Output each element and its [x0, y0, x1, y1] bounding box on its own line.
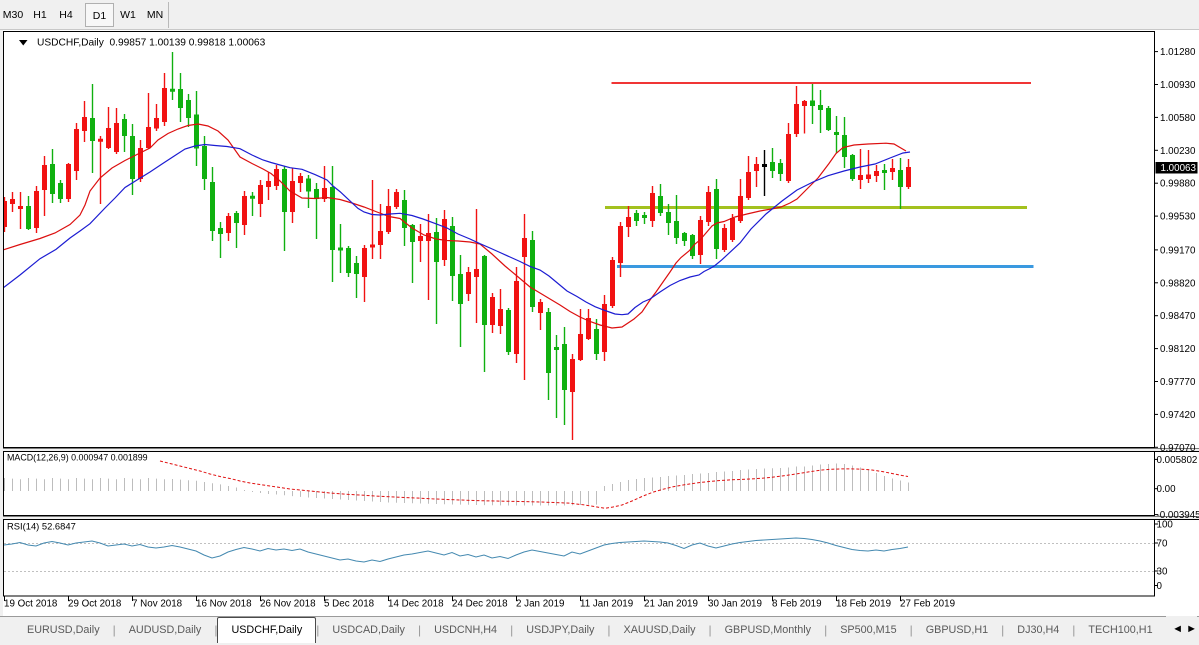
svg-text:30 Jan 2019: 30 Jan 2019	[708, 599, 762, 610]
svg-text:MACD(12,26,9) 0.000947 0.00189: MACD(12,26,9) 0.000947 0.001899	[7, 453, 148, 463]
svg-text:0.97070: 0.97070	[1160, 443, 1196, 454]
svg-text:0.005802: 0.005802	[1157, 455, 1198, 466]
svg-text:8 Feb 2019: 8 Feb 2019	[772, 599, 822, 610]
svg-text:1.01280: 1.01280	[1160, 47, 1196, 58]
svg-text:0.99170: 0.99170	[1160, 245, 1196, 256]
svg-text:0.98470: 0.98470	[1160, 311, 1196, 322]
svg-text:0.98820: 0.98820	[1160, 278, 1196, 289]
svg-text:26 Nov 2018: 26 Nov 2018	[260, 599, 316, 610]
svg-text:0.99530: 0.99530	[1160, 212, 1196, 223]
svg-text:5 Dec 2018: 5 Dec 2018	[324, 599, 375, 610]
svg-text:1.00230: 1.00230	[1160, 146, 1196, 157]
svg-text:2 Jan 2019: 2 Jan 2019	[516, 599, 564, 610]
svg-text:21 Jan 2019: 21 Jan 2019	[644, 599, 698, 610]
svg-text:16 Nov 2018: 16 Nov 2018	[196, 599, 252, 610]
svg-text:100: 100	[1157, 520, 1174, 531]
svg-text:0.98120: 0.98120	[1160, 344, 1196, 355]
svg-text:70: 70	[1157, 539, 1168, 550]
svg-text:29 Oct 2018: 29 Oct 2018	[68, 599, 122, 610]
svg-text:1.00580: 1.00580	[1160, 113, 1196, 124]
svg-text:11 Jan 2019: 11 Jan 2019	[580, 599, 633, 610]
svg-text:27 Feb 2019: 27 Feb 2019	[900, 599, 955, 610]
svg-text:USDCHF,Daily 0.99857 1.00139: USDCHF,Daily 0.99857 1.00139 0.99818 1.0…	[37, 38, 266, 49]
svg-text:-0.003945: -0.003945	[1157, 510, 1199, 521]
svg-text:0.97770: 0.97770	[1160, 377, 1196, 388]
svg-text:1.00063: 1.00063	[1161, 163, 1197, 174]
svg-text:18 Feb 2019: 18 Feb 2019	[836, 599, 891, 610]
svg-text:24 Dec 2018: 24 Dec 2018	[452, 599, 508, 610]
svg-text:19 Oct 2018: 19 Oct 2018	[4, 599, 58, 610]
svg-text:RSI(14) 52.6847: RSI(14) 52.6847	[7, 521, 76, 532]
svg-text:0.99880: 0.99880	[1160, 179, 1196, 190]
svg-text:0: 0	[1157, 581, 1163, 592]
svg-text:0.00: 0.00	[1157, 484, 1177, 495]
svg-text:7 Nov 2018: 7 Nov 2018	[132, 599, 183, 610]
svg-text:14 Dec 2018: 14 Dec 2018	[388, 599, 444, 610]
svg-text:1.00930: 1.00930	[1160, 80, 1196, 91]
svg-text:0.97420: 0.97420	[1160, 410, 1196, 421]
svg-text:30: 30	[1157, 567, 1168, 578]
